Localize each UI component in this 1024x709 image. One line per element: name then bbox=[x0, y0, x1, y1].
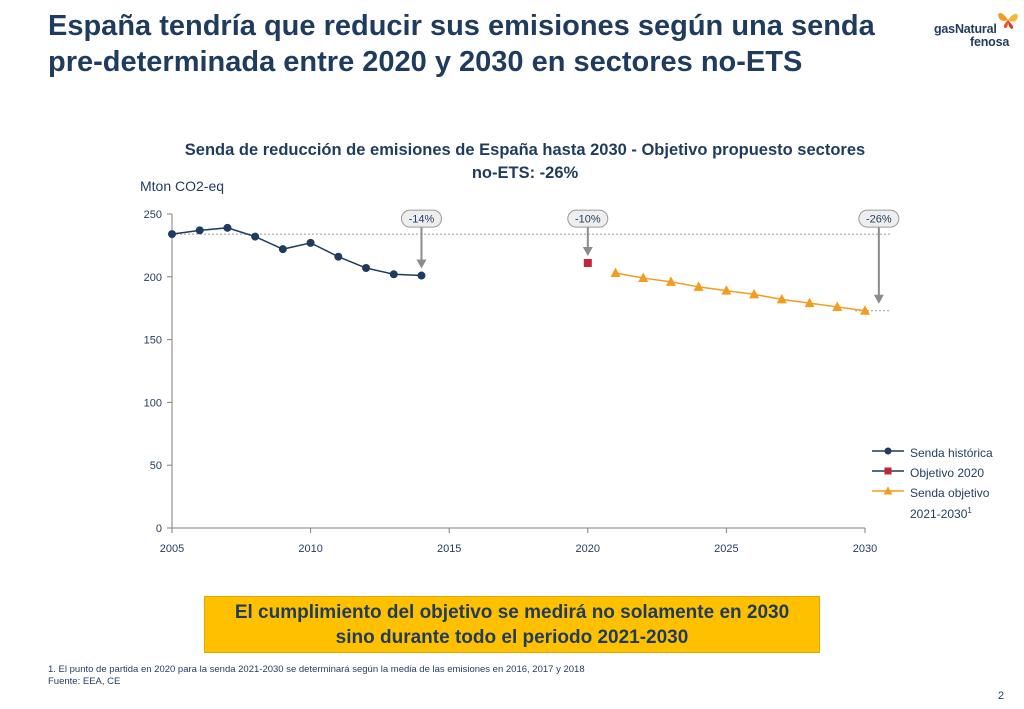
data-point-target-path bbox=[610, 267, 621, 278]
data-point-historic bbox=[389, 270, 398, 279]
data-point-target-path bbox=[804, 297, 815, 308]
legend-label-target-2020: Objetivo 2020 bbox=[910, 466, 985, 480]
legend-triangle-line-icon bbox=[872, 486, 904, 495]
annotation-badge bbox=[400, 209, 442, 228]
data-point-historic bbox=[223, 223, 232, 232]
data-point-historic bbox=[306, 238, 315, 247]
legend-label-target-path: Senda objetivo 2021-20301 bbox=[910, 485, 989, 523]
y-tick-label: 0 bbox=[156, 523, 162, 535]
x-tick-label: 2030 bbox=[853, 543, 877, 555]
legend-label-target-path-line1: Senda objetivo bbox=[910, 486, 990, 500]
series-line bbox=[615, 272, 866, 312]
y-tick-label: 150 bbox=[144, 335, 162, 347]
y-tick-label: 250 bbox=[144, 209, 162, 221]
data-point-target-path bbox=[693, 281, 704, 291]
legend-circle-line-icon bbox=[872, 447, 904, 455]
data-point-historic bbox=[334, 252, 343, 261]
footnote: 1. El punto de partida en 2020 para la s… bbox=[48, 664, 585, 688]
butterfly-logo-icon bbox=[998, 13, 1018, 29]
annotation-label: -26% bbox=[866, 214, 892, 226]
data-point-historic bbox=[278, 245, 287, 254]
x-tick-label: 2025 bbox=[714, 543, 738, 555]
y-tick-label: 200 bbox=[144, 272, 162, 284]
x-tick-label: 2015 bbox=[437, 543, 461, 555]
callout-box: El cumplimiento del objetivo se medirá n… bbox=[204, 596, 820, 653]
data-point-target-path bbox=[832, 301, 843, 311]
x-tick-label: 2005 bbox=[160, 543, 184, 555]
data-point-historic bbox=[251, 232, 260, 241]
footnote-source: Fuente: EEA, CE bbox=[48, 676, 121, 687]
data-point-historic bbox=[417, 271, 426, 280]
y-tick-label: 50 bbox=[150, 460, 162, 472]
data-point-target-2020 bbox=[583, 258, 592, 267]
chart-legend: Senda histórica Objetivo 2020 Senda obje… bbox=[872, 444, 1022, 524]
data-point-historic bbox=[168, 230, 176, 239]
x-tick-label: 2020 bbox=[576, 543, 600, 555]
data-point-target-path bbox=[860, 305, 870, 315]
logo-text-line1: gasNatural bbox=[934, 22, 997, 36]
callout-text: El cumplimiento del objetivo se medirá n… bbox=[234, 601, 790, 648]
data-point-target-path bbox=[665, 276, 676, 286]
legend-item-historic: Senda histórica bbox=[872, 444, 1022, 464]
annotation-badge bbox=[858, 209, 900, 228]
annotation-label: -14% bbox=[409, 214, 435, 226]
annotation-arrow-head bbox=[873, 294, 884, 304]
legend-square-line-icon bbox=[872, 467, 904, 475]
annotation-arrow-head bbox=[416, 259, 427, 269]
x-tick-label: 2010 bbox=[298, 543, 322, 555]
data-point-historic bbox=[362, 264, 371, 273]
legend-footnote-marker: 1 bbox=[967, 506, 972, 515]
y-tick-label: 100 bbox=[144, 397, 162, 409]
company-logo: gasNatural fenosa bbox=[930, 8, 1020, 49]
legend-label-target-path-line2: 2021-2030 bbox=[910, 507, 968, 521]
page-number: 2 bbox=[998, 690, 1005, 702]
series-line bbox=[171, 227, 422, 277]
annotation-label: -10% bbox=[575, 214, 601, 226]
legend-item-target-2020: Objetivo 2020 bbox=[872, 464, 1022, 484]
data-point-target-path bbox=[749, 288, 760, 299]
data-point-target-path bbox=[721, 285, 732, 295]
data-point-target-path bbox=[638, 272, 649, 283]
annotation-badge bbox=[567, 209, 609, 228]
chart-title: Senda de reducción de emisiones de Españ… bbox=[184, 141, 866, 182]
data-point-target-path bbox=[776, 293, 787, 304]
data-point-historic bbox=[195, 226, 204, 235]
logo-text-line2: fenosa bbox=[970, 35, 1010, 49]
legend-item-target-path: Senda objetivo 2021-20301 bbox=[872, 484, 1022, 524]
legend-label-historic: Senda histórica bbox=[910, 446, 993, 460]
slide-title: España tendría que reducir sus emisiones… bbox=[48, 10, 875, 78]
annotation-arrow-head bbox=[582, 246, 593, 256]
y-axis-label: Mton CO2-eq bbox=[140, 178, 224, 194]
footnote-note: 1. El punto de partida en 2020 para la s… bbox=[48, 664, 585, 675]
